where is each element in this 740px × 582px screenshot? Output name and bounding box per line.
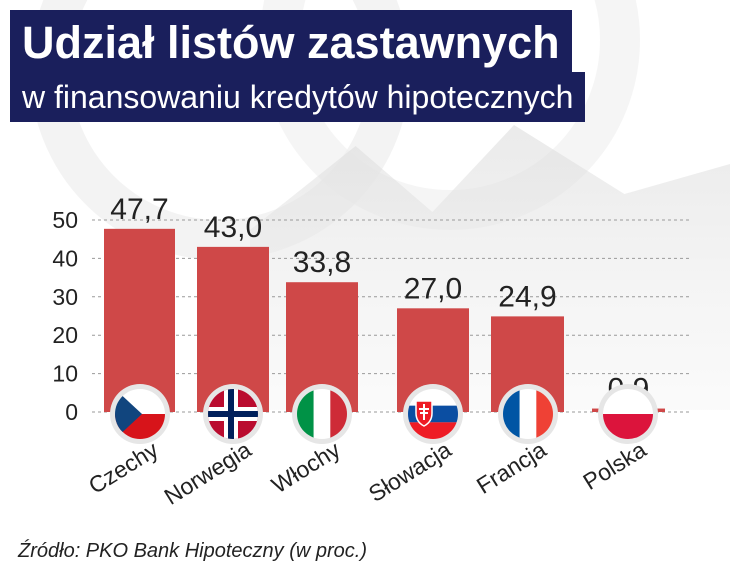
value-label: 47,7 bbox=[110, 193, 168, 226]
y-tick-label: 30 bbox=[52, 284, 78, 310]
y-tick-label: 0 bbox=[65, 399, 78, 425]
category-label: Czechy bbox=[84, 436, 163, 499]
category-label: Polska bbox=[578, 436, 650, 495]
category-label: Włochy bbox=[267, 436, 345, 498]
czech-flag-icon bbox=[115, 389, 165, 439]
poland-flag-icon bbox=[603, 389, 653, 439]
value-label: 27,0 bbox=[404, 272, 462, 305]
chart-subtitle: w finansowaniu kredytów hipotecznych bbox=[10, 72, 586, 122]
italy-flag-icon bbox=[297, 389, 347, 439]
y-tick-label: 10 bbox=[52, 361, 78, 387]
norway-flag-icon bbox=[208, 389, 258, 439]
y-tick-label: 20 bbox=[52, 322, 78, 348]
category-label: Słowacja bbox=[364, 436, 456, 507]
source-note: Źródło: PKO Bank Hipoteczny (w proc.) bbox=[18, 540, 368, 562]
slovakia-flag-icon bbox=[408, 389, 458, 439]
y-tick-label: 50 bbox=[52, 207, 78, 233]
y-tick-label: 40 bbox=[52, 245, 78, 271]
category-label: Norwegia bbox=[159, 436, 255, 510]
chart-title: Udział listów zastawnych bbox=[10, 10, 572, 76]
category-label: Francja bbox=[472, 436, 551, 499]
france-flag-icon bbox=[503, 389, 553, 439]
value-label: 43,0 bbox=[204, 211, 262, 244]
value-label: 33,8 bbox=[293, 246, 351, 279]
value-label: 24,9 bbox=[498, 280, 556, 313]
bar bbox=[104, 228, 175, 412]
